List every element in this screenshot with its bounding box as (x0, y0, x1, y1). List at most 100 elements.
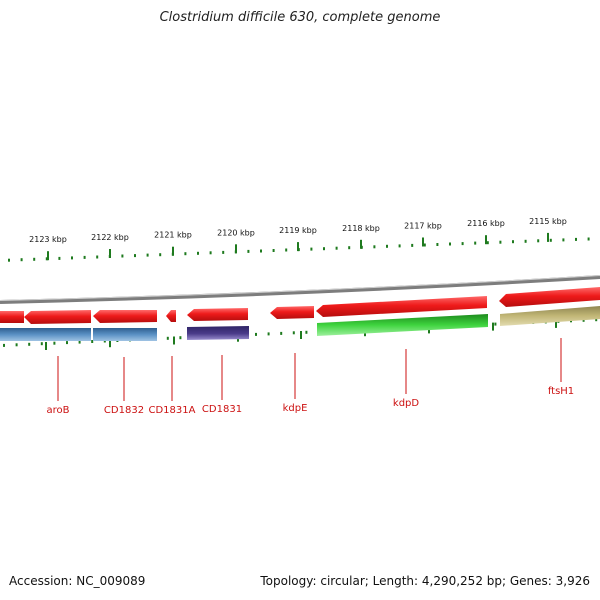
ruler-minor-tick (537, 239, 540, 243)
accession-label: Accession: NC_009089 (9, 574, 146, 588)
cds-arrow-kdpD (316, 296, 487, 317)
ruler-minor-tick (134, 254, 136, 258)
cds-arrow-partial (0, 311, 24, 323)
gene-label: kdpE (283, 403, 308, 414)
ruler-minor-tick (587, 237, 590, 241)
ruler-minor-tick (121, 254, 124, 258)
ruler-minor-tick (184, 252, 187, 256)
ruler-label: 2117 kbp (404, 222, 442, 231)
band-blue-1 (0, 328, 91, 341)
ruler-label: 2116 kbp (467, 219, 505, 228)
ruler-major-tick (109, 249, 111, 258)
ruler-minor-tick (58, 256, 61, 260)
ruler-minor-tick (335, 246, 338, 250)
cds-arrow-kdpE (270, 306, 314, 319)
cds-arrow-ftsH1 (499, 287, 600, 307)
ruler-minor-tick (247, 249, 250, 253)
ruler-minor-tick (323, 247, 325, 251)
gene-label: CD1831A (149, 405, 196, 416)
band-khaki (500, 306, 600, 326)
gene-label: ftsH1 (548, 386, 574, 397)
ruler-minor-tick (272, 249, 275, 252)
ruler-minor-tick (499, 240, 502, 244)
ruler-major-tick (492, 322, 494, 331)
ruler-minor-tick (398, 244, 401, 248)
ruler-label: 2121 kbp (154, 231, 192, 240)
ruler-minor-tick (461, 242, 464, 246)
ruler-major-tick (422, 237, 424, 247)
map-title: Clostridium difficile 630, complete geno… (159, 10, 441, 25)
ruler-major-tick (555, 319, 557, 328)
ruler-minor-tick (179, 336, 182, 340)
gene-label: CD1831 (202, 404, 242, 415)
gene-labels: aroB CD1832 CD1831A CD1831 kdpE kdpD ftsH1 (47, 338, 574, 416)
ruler-minor-tick (33, 257, 36, 261)
ruler-minor-tick (582, 318, 585, 322)
ruler-minor-tick (66, 341, 68, 345)
ruler-minor-tick (575, 237, 577, 241)
ruler-minor-tick (53, 341, 56, 345)
ruler-major-tick (173, 336, 175, 345)
ruler-minor-tick (436, 243, 439, 246)
ruler-minor-tick (8, 258, 10, 262)
ruler-minor-tick (28, 342, 31, 346)
ruler-major-tick (47, 251, 49, 261)
cds-arrow-CD1831 (187, 308, 248, 321)
ruler-minor-tick (449, 242, 451, 246)
gene-label: CD1832 (104, 405, 144, 416)
ruler-minor-tick (255, 332, 257, 336)
ruler-major-tick (485, 235, 487, 245)
genome-backbone-highlight (0, 275, 600, 301)
ruler-minor-tick (348, 246, 351, 250)
ruler-major-tick (360, 239, 362, 249)
ruler-major-tick (300, 331, 302, 339)
ruler-minor-tick (373, 245, 376, 249)
ruler-major-tick (547, 232, 549, 242)
ruler-minor-tick (411, 243, 414, 247)
band-green (317, 314, 488, 336)
ruler-minor-tick (71, 256, 73, 260)
ruler-minor-tick (562, 238, 565, 242)
ruler-minor-tick (474, 241, 477, 245)
feature-track (0, 306, 600, 341)
ruler-minor-tick (285, 248, 288, 252)
ruler-minor-tick (549, 238, 552, 242)
ruler-minor-tick (166, 336, 169, 340)
ruler-label: 2122 kbp (91, 233, 129, 242)
ruler-minor-tick (222, 250, 225, 254)
ruler-minor-tick (386, 244, 388, 248)
ruler-minor-tick (15, 343, 18, 347)
ruler-major-tick (109, 339, 111, 348)
ruler-minor-tick (40, 342, 43, 346)
ruler-minor-tick (310, 247, 313, 251)
ruler-minor-tick (209, 251, 212, 255)
ruler-minor-tick (292, 331, 295, 335)
ruler-minor-tick (146, 253, 149, 257)
ruler-minor-tick (159, 253, 162, 257)
gene-label: aroB (47, 405, 70, 416)
cds-arrow-CD1831A (166, 310, 176, 322)
ruler-minor-tick (486, 241, 489, 245)
ruler-major-tick (45, 342, 47, 350)
band-blue-2 (93, 328, 157, 341)
ruler-label: 2119 kbp (279, 226, 317, 235)
ruler-minor-tick (524, 239, 527, 243)
ruler-minor-tick (423, 243, 426, 247)
ruler-minor-tick (494, 322, 497, 326)
cds-arrow-aroB (24, 310, 91, 324)
ruler-label: 2120 kbp (217, 228, 255, 237)
ruler-labels: 2123 kbp 2122 kbp 2121 kbp 2120 kbp 2119 kbp… (29, 217, 567, 350)
ruler-minor-tick (96, 255, 99, 259)
ruler-minor-tick (305, 330, 308, 334)
ruler-major-tick (172, 246, 174, 256)
ruler-minor-tick (197, 251, 199, 255)
ruler-major-tick (235, 244, 237, 254)
band-purple (187, 326, 249, 340)
genome-summary: Topology: circular; Length: 4,290,252 bp… (260, 574, 590, 588)
ruler-minor-tick (20, 258, 23, 262)
ruler-minor-tick (595, 318, 598, 322)
ruler-minor-tick (91, 340, 94, 343)
ruler-label: 2118 kbp (342, 224, 380, 233)
ruler-minor-tick (45, 257, 48, 261)
